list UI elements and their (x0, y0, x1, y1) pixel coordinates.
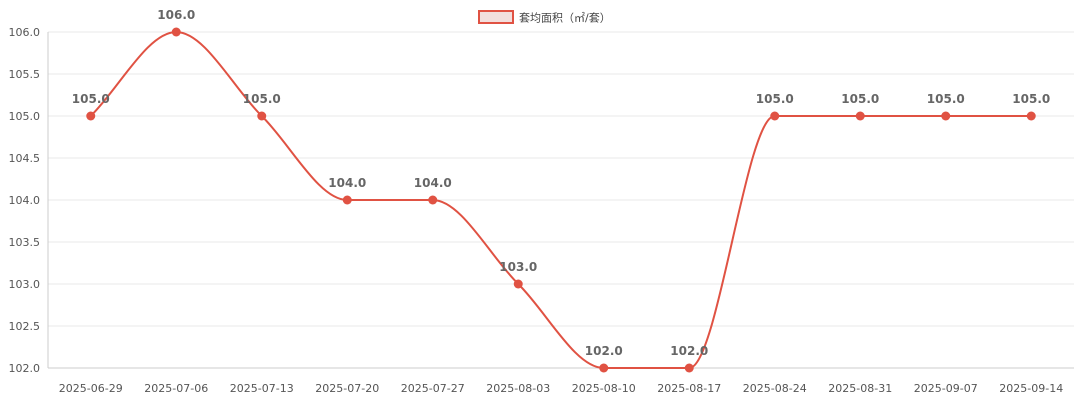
data-label: 105.0 (841, 92, 879, 106)
data-point[interactable] (1026, 111, 1036, 121)
data-point[interactable] (257, 111, 267, 121)
x-tick-label: 2025-08-03 (486, 382, 550, 395)
data-label: 105.0 (756, 92, 794, 106)
y-tick-label: 105.0 (9, 110, 41, 123)
x-tick-label: 2025-07-13 (230, 382, 294, 395)
y-tick-label: 105.5 (9, 68, 41, 81)
data-point[interactable] (428, 195, 438, 205)
grid-lines (48, 31, 1074, 327)
y-tick-label: 104.5 (9, 152, 41, 165)
data-label: 105.0 (1012, 92, 1050, 106)
data-label: 105.0 (72, 92, 110, 106)
data-point[interactable] (171, 27, 181, 37)
x-tick-label: 2025-08-17 (657, 382, 721, 395)
axes: 102.0 102.5 103.0 103.5 104.0 104.5 105.0 105.5… (9, 26, 1074, 395)
data-label: 105.0 (243, 92, 281, 106)
data-label: 105.0 (927, 92, 965, 106)
legend[interactable]: 套均面积（㎡/套） (478, 10, 611, 25)
data-point[interactable] (513, 279, 523, 289)
data-label: 104.0 (414, 176, 452, 190)
x-tick-label: 2025-07-20 (315, 382, 379, 395)
y-tick-label: 102.5 (9, 320, 41, 333)
x-tick-label: 2025-06-29 (59, 382, 123, 395)
legend-swatch (478, 10, 514, 24)
data-point[interactable] (770, 111, 780, 121)
x-tick-label: 2025-09-14 (999, 382, 1063, 395)
data-point[interactable] (599, 363, 609, 373)
x-tick-label: 2025-08-31 (828, 382, 892, 395)
data-point[interactable] (684, 363, 694, 373)
x-tick-label: 2025-08-10 (572, 382, 636, 395)
data-point[interactable] (342, 195, 352, 205)
data-label: 106.0 (157, 8, 195, 22)
y-tick-label: 106.0 (9, 26, 41, 39)
y-tick-label: 102.0 (9, 362, 41, 375)
data-point[interactable] (86, 111, 96, 121)
x-tick-label: 2025-09-07 (914, 382, 978, 395)
data-labels: 105.0 106.0 105.0 104.0 104.0 103.0 102.0 102.0… (72, 8, 1050, 358)
y-tick-label: 103.5 (9, 236, 41, 249)
data-label: 102.0 (585, 344, 623, 358)
data-label: 104.0 (328, 176, 366, 190)
y-tick-label: 104.0 (9, 194, 41, 207)
data-label: 103.0 (499, 260, 537, 274)
x-tick-label: 2025-07-27 (401, 382, 465, 395)
series-layer (86, 27, 1036, 373)
x-tick-label: 2025-07-06 (144, 382, 208, 395)
y-tick-label: 103.0 (9, 278, 41, 291)
data-point[interactable] (941, 111, 951, 121)
data-label: 102.0 (670, 344, 708, 358)
legend-label: 套均面积（㎡/套） (519, 12, 611, 25)
data-point[interactable] (855, 111, 865, 121)
x-tick-label: 2025-08-24 (743, 382, 807, 395)
